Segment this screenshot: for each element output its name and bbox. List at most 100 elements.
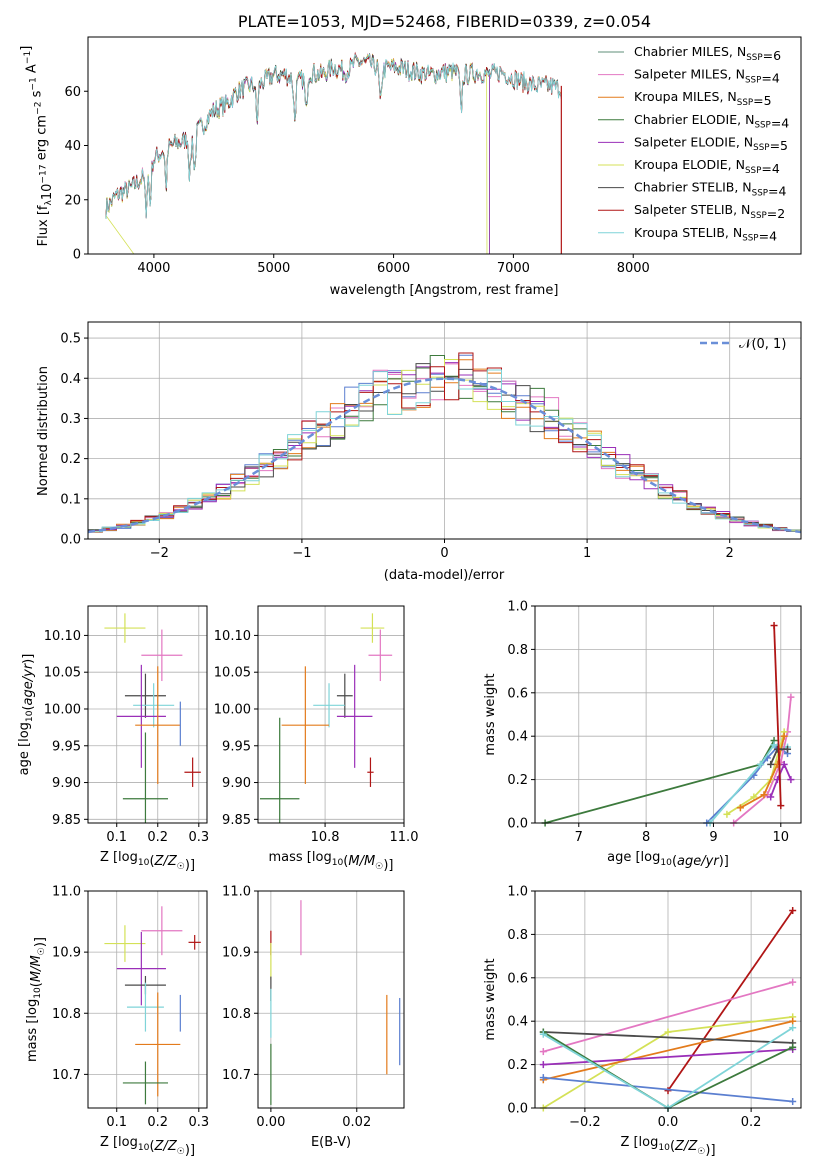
y-tick-label: 11.0 bbox=[222, 885, 251, 900]
x-tick-label: 0.1 bbox=[106, 830, 127, 845]
x-axis-label: age [log10(age/yr)] bbox=[607, 850, 729, 869]
y-tick-label: 0.2 bbox=[507, 1058, 528, 1073]
age-vs-Z-frame bbox=[87, 605, 208, 824]
x-tick-label: 8000 bbox=[617, 261, 650, 276]
y-axis-label: mass weight bbox=[483, 958, 498, 1040]
x-axis-label: mass [log10(M/M☉)] bbox=[269, 850, 394, 873]
weight-line bbox=[543, 1020, 793, 1081]
y-tick-label: 10.05 bbox=[44, 666, 81, 681]
x-axis-label: Z [log10(Z/Z☉)] bbox=[100, 850, 195, 873]
weight-line bbox=[542, 1026, 794, 1108]
y-tick-label: 0.2 bbox=[507, 773, 528, 788]
y-tick-label: 10.10 bbox=[44, 629, 81, 644]
legend-label: Chabrier STELIB, NSSP=4 bbox=[634, 180, 787, 199]
figure-title: PLATE=1053, MJD=52468, FIBERID=0339, z=0… bbox=[237, 12, 652, 31]
y-tick-label: 0 bbox=[73, 248, 81, 263]
y-tick-label: 9.85 bbox=[222, 813, 251, 828]
x-tick-label: 1 bbox=[583, 546, 591, 561]
y-tick-label: 0.2 bbox=[60, 452, 81, 467]
mass-weight-vs-age-frame bbox=[534, 605, 802, 824]
age-vs-Z-axes bbox=[88, 606, 207, 823]
y-tick-label: 9.90 bbox=[52, 776, 81, 791]
y-tick-label: 10.9 bbox=[222, 946, 251, 961]
y-axis-label: mass weight bbox=[483, 673, 498, 755]
x-tick-label: 4000 bbox=[137, 261, 170, 276]
x-tick-label: 2 bbox=[726, 546, 734, 561]
y-axis-label: Normed distribution bbox=[36, 366, 51, 496]
y-tick-label: 10.10 bbox=[214, 629, 251, 644]
y-tick-label: 20 bbox=[64, 193, 81, 208]
x-tick-label: −2 bbox=[150, 546, 169, 561]
x-tick-label: 0.2 bbox=[147, 1115, 168, 1130]
age-vs-mass-frame bbox=[257, 605, 405, 824]
histogram-step bbox=[88, 369, 801, 533]
legend-label: Chabrier MILES, NSSP=6 bbox=[634, 44, 781, 63]
weight-line bbox=[543, 1076, 793, 1103]
weight-line bbox=[542, 1031, 794, 1108]
y-tick-label: 1.0 bbox=[507, 885, 528, 900]
x-tick-label: 0.02 bbox=[342, 1115, 371, 1130]
weight-line bbox=[667, 909, 794, 1092]
x-axis-label: wavelength [Angstrom, rest frame] bbox=[330, 283, 559, 298]
spectrum-line bbox=[105, 53, 490, 254]
x-tick-label: 0.00 bbox=[256, 1115, 285, 1130]
y-axis-label: Flux [fλ10−17 erg cm−2 s−1 A−1] bbox=[19, 46, 55, 247]
legend-label: Chabrier ELODIE, NSSP=4 bbox=[634, 112, 789, 131]
y-tick-label: 0.0 bbox=[507, 817, 528, 832]
x-tick-label: 0.3 bbox=[188, 830, 209, 845]
weight-line bbox=[543, 1031, 793, 1044]
spectrum-line bbox=[105, 53, 562, 219]
x-tick-label: 10.8 bbox=[311, 830, 340, 845]
y-tick-label: 0.3 bbox=[60, 412, 81, 427]
x-tick-label: 7000 bbox=[497, 261, 530, 276]
x-tick-label: 0.0 bbox=[658, 1115, 679, 1130]
mass-vs-ebv-frame bbox=[257, 890, 405, 1109]
legend-label: Kroupa MILES, NSSP=5 bbox=[634, 89, 772, 108]
x-axis-label: (data-model)/error bbox=[384, 568, 505, 583]
x-tick-label: 7 bbox=[575, 830, 583, 845]
legend-label: Kroupa ELODIE, NSSP=4 bbox=[634, 157, 780, 176]
y-tick-label: 0.5 bbox=[60, 332, 81, 347]
x-tick-label: 0.2 bbox=[741, 1115, 762, 1130]
spectrum-line bbox=[105, 53, 490, 254]
y-axis-label: age [log10(age/yr)] bbox=[17, 654, 36, 776]
y-axis-label: mass [log10(M/M☉)] bbox=[25, 937, 48, 1062]
x-tick-label: 8 bbox=[642, 830, 650, 845]
x-axis-label: Z [log10(Z/Z☉)] bbox=[620, 1135, 715, 1158]
legend-label: 𝒩(0, 1) bbox=[739, 337, 786, 352]
y-tick-label: 10.8 bbox=[52, 1007, 81, 1022]
normal-curve bbox=[88, 377, 801, 534]
y-tick-label: 10.00 bbox=[44, 702, 81, 717]
legend-label: Salpeter MILES, NSSP=4 bbox=[634, 67, 780, 86]
mass-weight-vs-Z-axes bbox=[535, 890, 801, 1109]
y-tick-label: 0.6 bbox=[507, 686, 528, 701]
y-tick-label: 9.90 bbox=[222, 776, 251, 791]
weight-line bbox=[773, 625, 782, 806]
y-tick-label: 9.95 bbox=[52, 739, 81, 754]
x-tick-label: 5000 bbox=[257, 261, 290, 276]
x-tick-label: 11.0 bbox=[390, 830, 419, 845]
weight-line bbox=[543, 1048, 793, 1066]
y-tick-label: 1.0 bbox=[507, 600, 528, 615]
legend-label: Salpeter ELODIE, NSSP=5 bbox=[634, 134, 788, 153]
y-tick-label: 0.1 bbox=[60, 492, 81, 507]
y-tick-label: 9.95 bbox=[222, 739, 251, 754]
legend-label: Salpeter STELIB, NSSP=2 bbox=[634, 202, 785, 221]
mass-vs-ebv-axes bbox=[258, 890, 404, 1108]
legend-label: Kroupa STELIB, NSSP=4 bbox=[634, 225, 777, 244]
x-tick-label: −1 bbox=[292, 546, 311, 561]
x-tick-label: −0.2 bbox=[569, 1115, 601, 1130]
y-tick-label: 10.05 bbox=[214, 666, 251, 681]
y-tick-label: 60 bbox=[64, 85, 81, 100]
x-axis-label: Z [log10(Z/Z☉)] bbox=[100, 1135, 195, 1158]
x-axis-label: E(B-V) bbox=[311, 1135, 351, 1150]
x-tick-label: 0.1 bbox=[106, 1115, 127, 1130]
y-tick-label: 11.0 bbox=[52, 885, 81, 900]
y-tick-label: 10.7 bbox=[52, 1068, 81, 1083]
y-tick-label: 0.4 bbox=[60, 372, 81, 387]
y-tick-label: 40 bbox=[64, 139, 81, 154]
x-tick-label: 0.2 bbox=[147, 830, 168, 845]
y-tick-label: 10.9 bbox=[52, 946, 81, 961]
x-tick-label: 9 bbox=[709, 830, 717, 845]
